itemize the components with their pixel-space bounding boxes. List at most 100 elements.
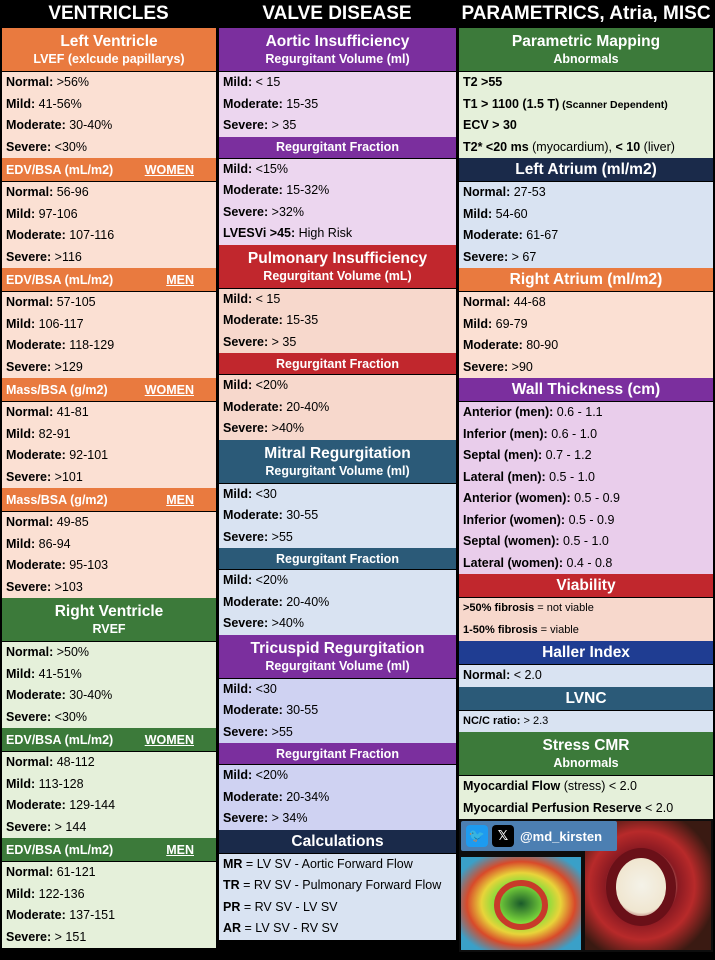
row-value: 69-79 [492, 316, 528, 331]
table-row: Normal: 48-112 [2, 752, 216, 774]
mr-title: Mitral Regurgitation [264, 444, 411, 462]
row-label: Severe: [223, 724, 269, 739]
row-value: 41-56% [35, 96, 82, 111]
table-row: Moderate: 61-67 [459, 225, 713, 247]
row-value: 129-144 [65, 798, 116, 812]
rv-edv-men-label: EDV/BSA (mL/m2) [6, 842, 114, 857]
table-row: Inferior (women): 0.5 - 0.9 [459, 510, 713, 532]
row-value: 97-106 [35, 206, 78, 221]
row-label: PR [223, 899, 241, 914]
row-value: < 2.0 [641, 800, 674, 815]
row-label: Moderate: [6, 688, 66, 702]
table-row: Normal: 27-53 [459, 182, 713, 204]
row-label: MR [223, 856, 243, 871]
row-label: Anterior (women): [463, 491, 571, 505]
table-row: Mild: <30 [219, 484, 456, 506]
table-row: Severe: >116 [2, 247, 216, 269]
table-row: Moderate: 80-90 [459, 335, 713, 357]
row-value: (stress) < 2.0 [560, 779, 638, 793]
table-row: Normal: >56% [2, 72, 216, 94]
row-value: >50% [53, 645, 90, 659]
table-row: Severe: > 67 [459, 247, 713, 269]
row-label: Normal: [6, 75, 54, 89]
table-row: Moderate: 20-40% [219, 397, 456, 419]
row-value: 30-40% [65, 688, 113, 702]
mr-rf-title: Regurgitant Fraction [276, 551, 399, 566]
tr-title: Tricuspid Regurgitation [250, 639, 425, 657]
ai-volume-block: Mild: < 15 Moderate: 15-35 Severe: > 35 [219, 72, 456, 137]
table-row: >50% fibrosis = not viable [459, 598, 713, 620]
row-value: 30-55 [282, 508, 319, 522]
row-value: 118-129 [65, 338, 115, 352]
table-row: 1-50% fibrosis = viable [459, 620, 713, 642]
row-value: > 151 [51, 929, 87, 944]
social-handle: @md_kirsten [520, 828, 603, 844]
row-value: 0.6 - 1.1 [553, 405, 603, 419]
table-row: Severe: > 35 [219, 332, 456, 354]
table-row: Moderate: 92-101 [2, 445, 216, 467]
row-label: Normal: [6, 405, 54, 419]
mr-header: Mitral Regurgitation Regurgitant Volume … [219, 439, 456, 484]
twitter-bird-icon: 🐦 [466, 825, 488, 847]
row-value: >56% [53, 75, 90, 89]
table-row: Myocardial Flow (stress) < 2.0 [459, 776, 713, 798]
table-row: Mild: < 15 [219, 289, 456, 311]
row-label: Severe: [6, 249, 52, 264]
row-label: LVESVi >45: [223, 226, 296, 240]
header-ventricles: VENTRICLES [48, 3, 169, 24]
table-row: Moderate: 15-35 [219, 94, 456, 116]
ra-header: Right Atrium (ml/m2) [459, 268, 713, 292]
valve-disease-column: Aortic Insufficiency Regurgitant Volume … [219, 28, 456, 940]
row-value: = not viable [534, 602, 594, 614]
row-value: <15% [252, 161, 288, 176]
pm-title: Parametric Mapping [511, 33, 661, 50]
row-label: Myocardial Perfusion Reserve [463, 800, 642, 815]
row-label: Mild: [223, 768, 253, 782]
table-row: Inferior (men): 0.6 - 1.0 [459, 424, 713, 446]
row-label: Mild: [223, 378, 253, 392]
lv-edv-men-header: EDV/BSA (mL/m2) MEN [2, 268, 216, 292]
row-label: Normal: [463, 295, 511, 309]
row-value: <20% [252, 768, 288, 782]
mr-volume-block: Mild: <30 Moderate: 30-55 Severe: >55 [219, 483, 456, 548]
row-label: Normal: [463, 185, 511, 199]
row-value: = RV SV - LV SV [240, 899, 338, 914]
ventricles-column: Left Ventricle LVEF (exlcude papillarys)… [2, 28, 216, 948]
ai-rf-header: Regurgitant Fraction [219, 136, 456, 159]
ai-rf-block: Mild: <15% Moderate: 15-32% Severe: >32% LV… [219, 158, 456, 245]
wt-block: Anterior (men): 0.6 - 1.1 Inferior (men):… [459, 402, 713, 574]
row-value: 57-105 [53, 295, 96, 309]
table-row: Normal: 49-85 [2, 512, 216, 534]
la-header: Left Atrium (ml/m2) [459, 158, 713, 182]
row-label: Septal (men): [463, 448, 543, 462]
row-label: Severe: [223, 334, 269, 349]
row-value: 0.5 - 0.9 [570, 491, 620, 505]
row-label: Moderate: [6, 338, 66, 352]
row-value: < 15 [252, 291, 281, 306]
row-label: Mild: [6, 316, 36, 331]
lv-mass-women-block: Normal: 41-81 Mild: 82-91 Moderate: 92-101… [2, 402, 216, 488]
social-handle-badge[interactable]: 🐦 𝕏 @md_kirsten [461, 821, 617, 851]
row-value: 44-68 [510, 295, 546, 309]
pi-header: Pulmonary Insufficiency Regurgitant Volu… [219, 244, 456, 289]
row-value: 15-32% [282, 183, 330, 197]
rv-subtitle: RVEF [92, 622, 126, 636]
row-label: Severe: [223, 811, 269, 825]
row-label: Normal: [6, 185, 54, 199]
pi-rf-block: Mild: <20% Moderate: 20-40% Severe: >40% [219, 375, 456, 440]
table-row: Severe: >55 [219, 722, 456, 744]
table-row: Severe: <30% [2, 137, 216, 159]
lv-subtitle: LVEF (exlcude papillarys) [33, 52, 185, 66]
table-row: Mild: 86-94 [2, 534, 216, 556]
rv-header: Right Ventricle RVEF [2, 598, 216, 642]
row-value: 0.4 - 0.8 [563, 555, 613, 570]
row-value: 48-112 [53, 755, 95, 769]
row-value: = viable [537, 623, 579, 636]
header-parametrics: PARAMETRICS, Atria, MISC [461, 3, 711, 24]
la-title: Left Atrium (ml/m2) [515, 161, 657, 178]
ai-title: Aortic Insufficiency [265, 33, 410, 50]
table-row: Severe: >40% [219, 613, 456, 635]
lv-edv-men-label: EDV/BSA (mL/m2) [6, 272, 114, 287]
row-value: > 35 [268, 334, 297, 349]
